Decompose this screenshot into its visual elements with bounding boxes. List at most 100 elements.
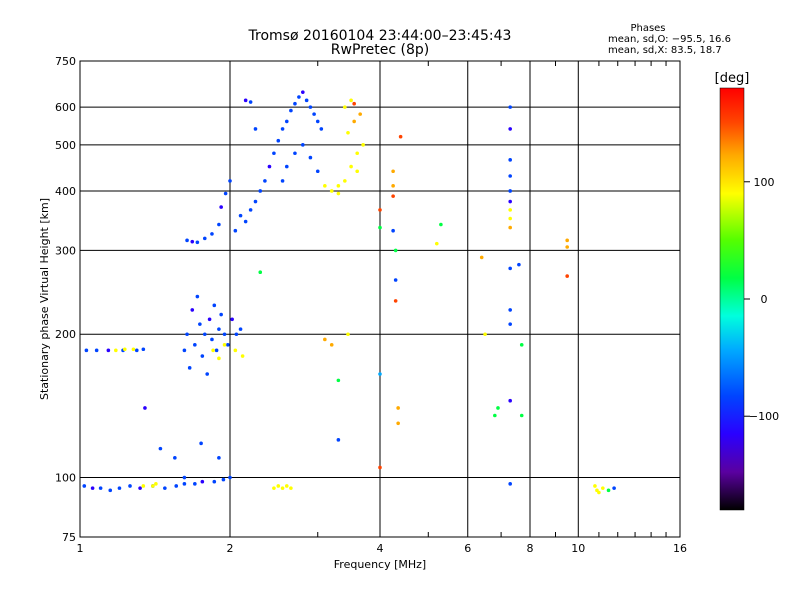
data-point [508,174,512,178]
y-axis-label: Stationary phase Virtual Height [km] [38,198,51,400]
data-point [228,179,232,183]
data-point [195,240,200,245]
data-point [315,169,320,174]
data-point [346,332,350,337]
data-point [200,479,205,484]
data-point [289,486,293,490]
data-points [82,90,616,495]
data-point [343,105,347,109]
data-point [238,327,243,331]
x-tick-label: 8 [527,542,534,555]
data-point [496,406,500,410]
colorbar-label: [deg] [715,71,750,86]
data-point [297,95,301,99]
data-point [601,486,605,490]
data-point [82,484,87,488]
data-point [276,138,281,143]
data-point [151,484,155,488]
data-point [205,372,209,376]
data-point [174,484,179,488]
data-point [219,205,223,209]
data-point [217,327,221,331]
phases-x-stats: mean, sd,X: 83.5, 18.7 [608,45,722,56]
data-point [396,406,400,410]
y-tick-label: 200 [55,328,76,341]
data-point [336,378,341,383]
data-point [128,484,132,488]
data-point [280,127,285,131]
data-point [346,130,350,135]
data-point [398,134,403,139]
data-point [280,179,285,183]
data-point [253,199,258,204]
data-point [508,308,512,312]
data-point [519,413,524,418]
data-point [141,347,146,352]
chart-subtitle: RwPretec (8p) [331,42,429,58]
data-point [508,208,512,212]
data-point [508,158,512,162]
data-point [240,354,245,358]
data-point [117,486,122,490]
data-point [212,303,217,308]
y-tick-label: 750 [55,55,76,68]
data-point [565,245,569,249]
data-point [284,484,289,488]
data-point [284,164,289,169]
data-point [272,151,276,156]
data-point [219,312,223,317]
data-point [182,475,187,480]
data-point [439,222,443,227]
colorbar-tick-label: 100 [754,176,775,189]
data-point [185,332,189,337]
data-point [106,348,111,353]
data-point [253,127,258,131]
data-point [193,482,197,486]
data-point [193,343,197,347]
data-point [198,322,202,326]
data-point [293,151,297,156]
data-point [508,322,512,326]
data-point [434,241,439,246]
data-point [352,101,356,106]
x-tick-label: 1 [77,542,84,555]
data-point [248,100,253,104]
data-point [304,98,309,103]
data-point [221,477,226,482]
data-point [508,216,512,221]
data-point [84,348,89,353]
phases-o-stats: mean, sd,O: −95.5, 16.6 [608,34,731,45]
data-point [217,456,221,460]
x-tick-label: 10 [571,542,585,555]
data-point [280,486,285,490]
data-point [214,348,219,353]
data-point [289,108,293,113]
x-tick-label: 6 [464,542,471,555]
data-point [355,151,359,156]
data-point [90,486,95,490]
data-point [508,225,512,230]
data-point [200,354,205,358]
data-point [349,98,353,103]
x-axis-label: Frequency [MHz] [334,558,426,571]
data-point [134,348,139,353]
data-point [378,465,382,470]
data-point [217,222,221,227]
data-point [233,228,238,233]
data-point [141,484,146,488]
data-point [336,184,341,188]
data-point [508,189,512,193]
data-point [163,486,167,490]
data-point [565,238,569,243]
data-point [565,274,569,278]
data-point [508,199,512,204]
data-point [312,112,316,116]
data-point [195,294,200,299]
data-point [355,169,359,174]
data-point [593,484,597,488]
data-point [396,421,400,426]
data-point [308,105,313,109]
data-point [508,105,512,109]
data-point [122,347,127,352]
y-tick-label: 400 [55,185,76,198]
